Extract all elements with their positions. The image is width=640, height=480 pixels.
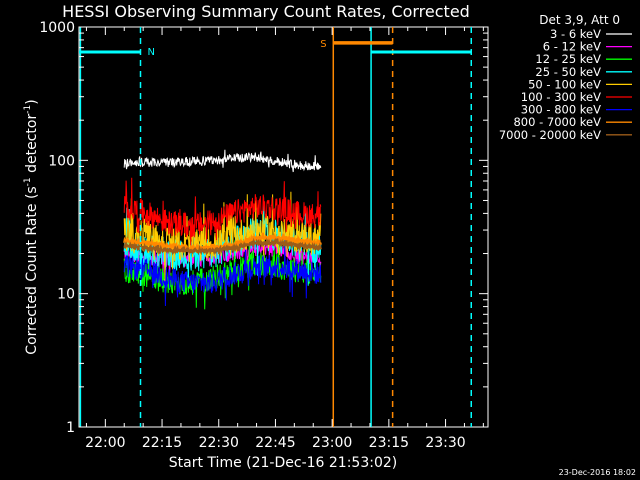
saa-bar-label: S	[320, 39, 326, 50]
x-tick-label: 23:00	[312, 435, 352, 451]
plot-area: NS 22:00 22:15 22:30 22:45 23:00 23:15 23:3011…	[39, 20, 489, 451]
series-line-5	[123, 191, 322, 285]
x-tick-label: 23:30	[425, 435, 465, 451]
y-axis-label-sup2: -1	[23, 105, 33, 114]
series-line-9	[123, 237, 322, 257]
x-tick-label: 22:15	[142, 435, 182, 451]
legend-label: 25 - 50 keV	[535, 65, 601, 79]
y-axis-label-mid: detector	[24, 114, 40, 178]
y-axis-label: Corrected Count Rate (s-1 detector-1)	[23, 99, 40, 354]
axis-layer: 22:00 22:15 22:30 22:45 23:00 23:15 23:30 1 10 10…	[39, 20, 488, 451]
x-tick-label: 22:30	[199, 435, 239, 451]
y-tick-label: 1	[66, 420, 75, 436]
series-line-7	[123, 240, 322, 307]
y-axis-label-main: Corrected Count Rate (s	[24, 186, 40, 354]
legend-label: 3 - 6 keV	[550, 27, 601, 41]
legend-header: Det 3,9, Att 0	[539, 13, 620, 27]
plot-frame	[78, 26, 489, 428]
x-tick-label: 22:45	[255, 435, 295, 451]
y-axis-label-end: )	[24, 99, 40, 104]
legend-label: 300 - 800 keV	[521, 103, 601, 117]
series-line-1	[123, 149, 322, 173]
legend-label: 6 - 12 keV	[543, 40, 601, 54]
y-tick-label: 100	[48, 153, 75, 169]
legend-label: 100 - 300 keV	[521, 90, 601, 104]
legend-label: 800 - 7000 keV	[513, 115, 601, 129]
legend-label: 12 - 25 keV	[535, 52, 601, 66]
y-tick-label: 10	[57, 287, 75, 303]
legend-label: 50 - 100 keV	[528, 77, 601, 91]
series-line-6	[123, 177, 322, 247]
annotation-layer: NS	[79, 27, 473, 427]
y-tick-label: 1000	[39, 20, 75, 36]
chart-title: HESSI Observing Summary Count Rates, Cor…	[62, 2, 470, 21]
footer-date: 23-Dec-2016 18:02	[559, 468, 636, 477]
y-axis-label-sup1: -1	[23, 177, 33, 186]
night-bar-label: N	[148, 47, 155, 58]
x-tick-label: 22:00	[85, 435, 125, 451]
legend-label: 7000 - 20000 keV	[499, 128, 601, 142]
data-layer	[123, 149, 322, 310]
x-axis-label: Start Time (21-Dec-16 21:53:02)	[169, 455, 397, 471]
x-tick-label: 23:15	[369, 435, 409, 451]
